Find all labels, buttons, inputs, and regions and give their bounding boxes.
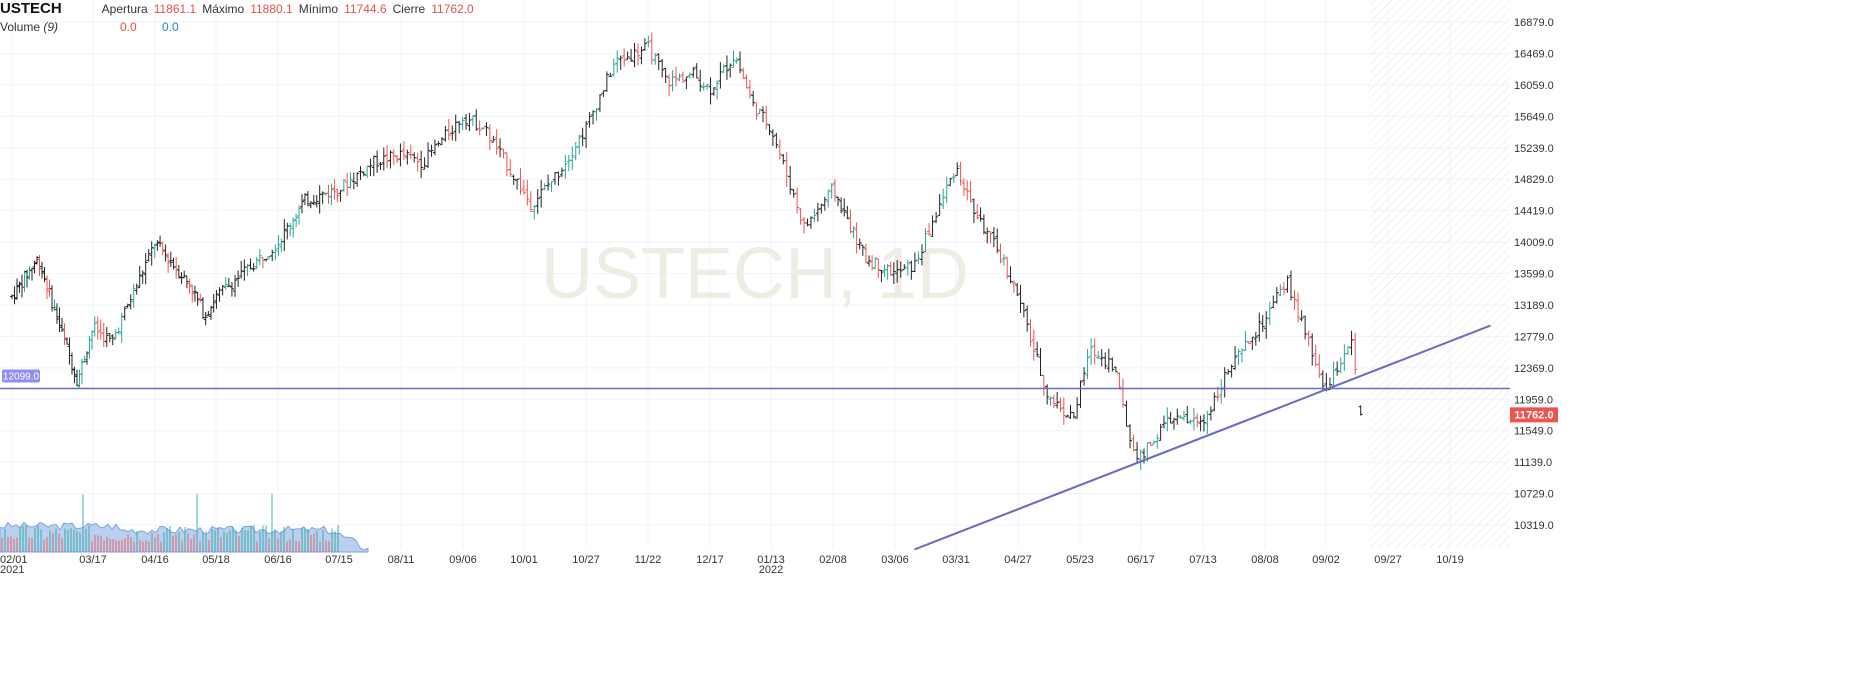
symbol-label: USTECH xyxy=(0,0,62,17)
year-label: 2021 xyxy=(0,564,24,576)
y-tick-label: 16059.0 xyxy=(1514,80,1554,92)
x-tick-label: 10/01 xyxy=(510,554,538,566)
y-tick-label: 11139.0 xyxy=(1514,457,1552,469)
watermark-text: USTECH, 1D xyxy=(541,234,969,314)
x-tick-label: 06/17 xyxy=(1127,554,1155,566)
high-value: 11880.1 xyxy=(250,2,293,16)
low-label: Mínimo xyxy=(298,2,339,16)
x-tick-label: 03/17 xyxy=(79,554,107,566)
x-tick-label: 11/22 xyxy=(635,554,662,566)
volume-value-1: 0.0 xyxy=(120,20,137,34)
close-label: Cierre xyxy=(392,2,426,16)
x-tick-label: 06/16 xyxy=(264,554,292,566)
x-tick-label: 01/13 xyxy=(757,554,785,566)
x-tick-label: 04/16 xyxy=(141,554,169,566)
x-tick-label: 10/19 xyxy=(1436,554,1464,566)
candles xyxy=(10,32,1363,470)
volume-value-2: 0.0 xyxy=(162,20,179,34)
y-tick-label: 13189.0 xyxy=(1514,300,1554,312)
x-tick-label: 09/02 xyxy=(1312,554,1340,566)
y-tick-label: 16469.0 xyxy=(1514,48,1554,60)
y-tick-label: 15649.0 xyxy=(1514,111,1554,123)
x-tick-label: 10/27 xyxy=(572,554,600,566)
x-tick-label: 07/15 xyxy=(325,554,353,566)
y-tick-label: 11549.0 xyxy=(1514,426,1553,438)
volume-label: Volume xyxy=(0,20,41,34)
x-tick-label: 02/01 xyxy=(0,554,28,566)
y-axis: 16879.0 16469.0 16059.0 15649.0 15239.0 14829… xyxy=(1514,17,1554,532)
y-tick-label: 13599.0 xyxy=(1514,269,1554,281)
y-tick-label: 12779.0 xyxy=(1514,331,1554,343)
y-tick-label: 14829.0 xyxy=(1514,174,1554,186)
x-tick-label: 03/06 xyxy=(881,554,909,566)
volume-period: (9) xyxy=(43,20,59,34)
level-tag-label: 12099.0 xyxy=(3,372,40,383)
y-tick-label: 16879.0 xyxy=(1514,17,1554,29)
current-price-label: 11762.0 xyxy=(1514,409,1553,421)
y-tick-label: 10319.0 xyxy=(1514,520,1554,532)
x-tick-label: 08/11 xyxy=(388,554,415,566)
y-tick-label: 14419.0 xyxy=(1514,206,1554,218)
y-tick-label: 14009.0 xyxy=(1514,237,1554,249)
year-label: 2022 xyxy=(759,564,783,576)
x-tick-label: 12/17 xyxy=(696,554,724,566)
x-tick-label: 07/13 xyxy=(1189,554,1217,566)
open-label: Apertura xyxy=(101,2,148,16)
y-tick-label: 11959.0 xyxy=(1514,394,1553,406)
level-tag-bg xyxy=(2,369,40,383)
x-tick-label: 04/27 xyxy=(1004,554,1032,566)
x-tick-label: 09/27 xyxy=(1374,554,1402,566)
x-tick-label: 05/23 xyxy=(1066,554,1094,566)
x-tick-label: 09/06 xyxy=(449,554,477,566)
y-tick-label: 15239.0 xyxy=(1514,143,1554,155)
ohlc-legend: USTECH Apertura 11861.1 Máximo 11880.1 M… xyxy=(0,0,480,18)
volume-legend: Volume (9) 0.0 0.0 xyxy=(0,20,179,34)
volume-pane xyxy=(0,494,369,553)
close-value: 11762.0 xyxy=(431,2,474,16)
x-axis: 02/01 03/17 04/16 05/18 06/16 07/15 08/11 09/06… xyxy=(0,554,1464,576)
open-value: 11861.1 xyxy=(153,2,197,16)
high-label: Máximo xyxy=(202,2,245,16)
x-tick-label: 02/08 xyxy=(819,554,847,566)
trend-line xyxy=(914,324,1491,551)
x-tick-label: 08/08 xyxy=(1251,554,1279,566)
x-tick-label: 03/31 xyxy=(942,554,970,566)
y-tick-label: 10729.0 xyxy=(1514,489,1554,501)
gridlines xyxy=(0,0,1510,548)
low-value: 11744.6 xyxy=(344,2,387,16)
x-tick-label: 05/18 xyxy=(202,554,230,566)
current-price-tag xyxy=(1510,407,1558,423)
y-tick-label: 12369.0 xyxy=(1514,363,1554,375)
